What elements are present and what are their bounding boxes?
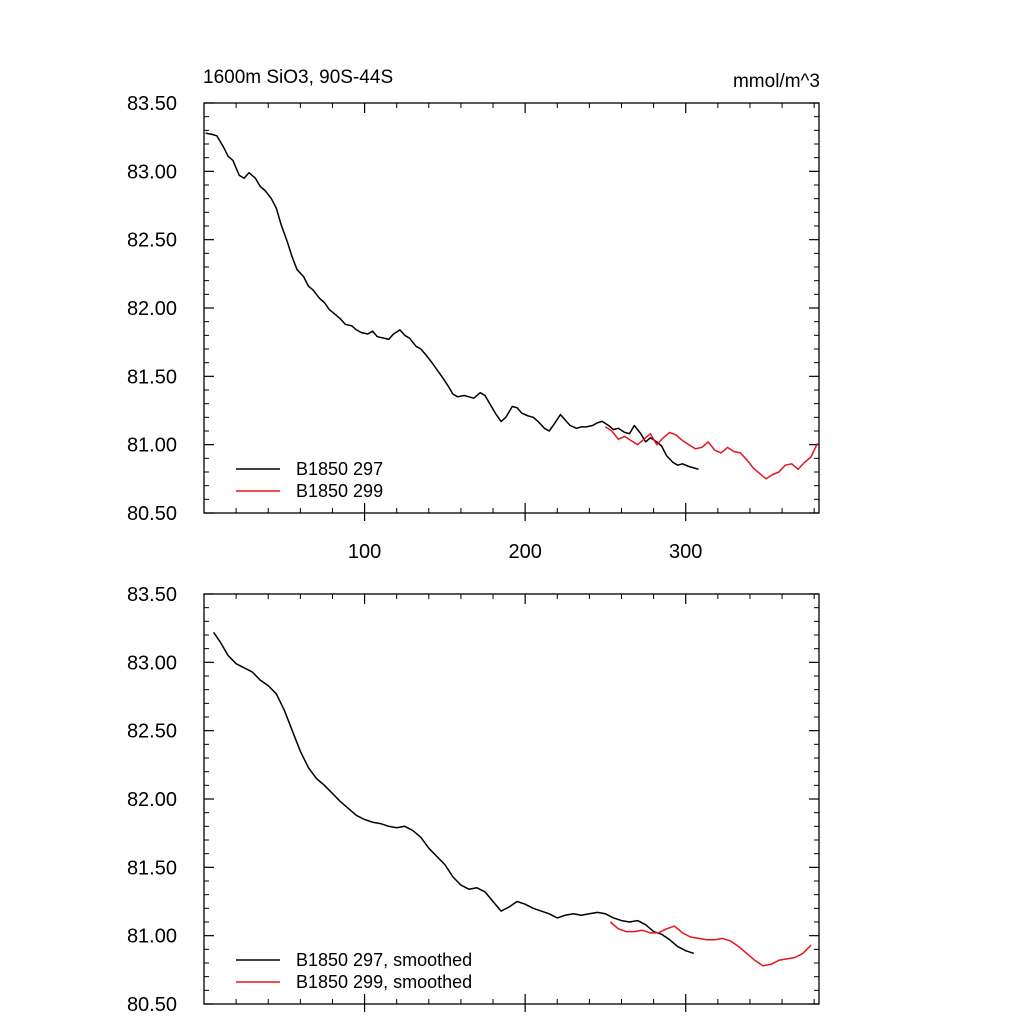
top-y-tick-label: 82.00 <box>127 298 177 320</box>
bottom-legend-label-0: B1850 297, smoothed <box>296 950 472 970</box>
top-y-axis: 80.50 81.00 81.50 82.00 82.50 83.00 83.50 <box>127 93 819 525</box>
bottom-legend-label-1: B1850 299, smoothed <box>296 972 472 992</box>
units-label: mmol/m^3 <box>733 71 820 92</box>
top-series-group <box>205 132 819 480</box>
top-series-line-1 <box>604 426 819 480</box>
top-x-tick-label: 100 <box>348 541 381 563</box>
top-panel: 80.50 81.00 81.50 82.00 82.50 83.00 83.50 100 2… <box>127 93 820 563</box>
top-x-tick-label: 300 <box>669 541 702 563</box>
bottom-panel: 80.50 81.00 81.50 82.00 82.50 83.00 83.50 B185… <box>127 584 820 1016</box>
bottom-y-tick-label: 80.50 <box>127 994 177 1016</box>
top-y-tick-label: 80.50 <box>127 503 177 525</box>
bottom-y-tick-label: 81.50 <box>127 857 177 879</box>
top-legend-label-0: B1850 297 <box>296 459 383 479</box>
top-plot-frame <box>203 102 820 514</box>
figure-title: 1600m SiO3, 90S-44S <box>203 67 393 88</box>
top-y-tick-label: 83.00 <box>127 161 177 183</box>
top-legend-label-1: B1850 299 <box>296 481 383 501</box>
top-y-tick-label: 81.00 <box>127 435 177 457</box>
bottom-y-tick-label: 83.00 <box>127 652 177 674</box>
bottom-y-tick-label: 83.50 <box>127 584 177 606</box>
top-x-tick-label: 200 <box>508 541 541 563</box>
top-y-tick-label: 81.50 <box>127 366 177 388</box>
bottom-plot-frame <box>203 593 820 1005</box>
top-x-axis: 100 200 300 <box>235 103 815 563</box>
bottom-y-tick-label: 82.00 <box>127 789 177 811</box>
bottom-series-line-1 <box>609 921 812 967</box>
bottom-x-axis <box>235 594 815 1012</box>
bottom-y-tick-label: 82.50 <box>127 721 177 743</box>
bottom-y-axis: 80.50 81.00 81.50 82.00 82.50 83.00 83.50 <box>127 584 819 1016</box>
bottom-series-group <box>212 631 812 967</box>
top-y-tick-label: 82.50 <box>127 230 177 252</box>
top-y-tick-label: 83.50 <box>127 93 177 115</box>
bottom-y-tick-label: 81.00 <box>127 926 177 948</box>
top-series-line-0 <box>205 132 699 471</box>
bottom-series-line-0 <box>212 631 695 955</box>
